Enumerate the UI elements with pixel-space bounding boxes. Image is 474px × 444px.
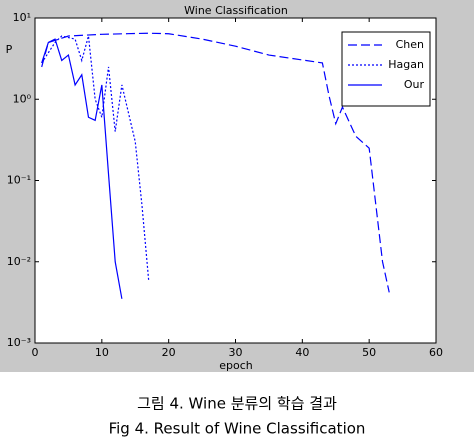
x-tick-label: 60	[429, 346, 443, 359]
x-tick-label: 0	[32, 346, 39, 359]
y-tick-label: 10⁻¹	[7, 174, 31, 187]
x-tick-label: 30	[229, 346, 243, 359]
y-tick-label: 10⁰	[13, 92, 32, 105]
series-line	[41, 32, 390, 293]
legend-label: Hagan	[388, 58, 424, 71]
x-axis-label: epoch	[219, 359, 253, 372]
x-tick-label: 40	[295, 346, 309, 359]
y-axis-label: P	[6, 43, 13, 56]
y-tick-label: 10¹	[13, 11, 31, 24]
y-tick-label: 10⁻²	[7, 255, 31, 268]
caption-korean: 그림 4. Wine 분류의 학습 결과	[137, 395, 337, 413]
x-tick-label: 50	[362, 346, 376, 359]
x-tick-label: 10	[95, 346, 109, 359]
y-tick-label: 10⁻³	[7, 336, 31, 349]
legend-box	[341, 31, 431, 107]
legend-label: Chen	[396, 38, 424, 51]
chart-title: Wine Classification	[184, 4, 288, 17]
caption-english: Fig 4. Result of Wine Classification	[109, 420, 366, 438]
legend-label: Our	[404, 78, 425, 91]
series-line	[41, 35, 150, 280]
x-tick-label: 20	[162, 346, 176, 359]
series-line	[41, 38, 123, 299]
